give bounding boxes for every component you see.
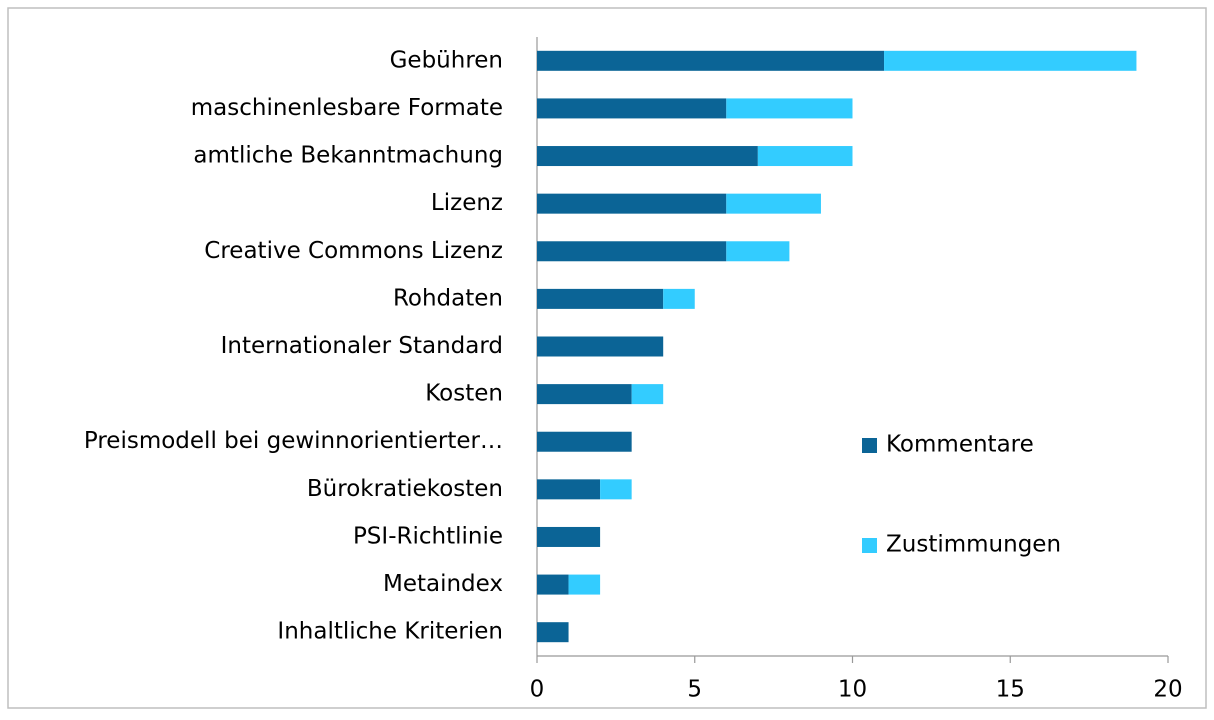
chart-frame bbox=[7, 7, 1207, 709]
y-tick-label: Inhaltliche Kriterien bbox=[277, 619, 503, 645]
bar-segment bbox=[537, 146, 758, 167]
bar-segment bbox=[537, 384, 632, 405]
bar-segment bbox=[726, 193, 821, 214]
bar-segment bbox=[537, 431, 632, 452]
legend-swatch bbox=[862, 538, 877, 553]
bar-segment bbox=[600, 479, 632, 500]
y-tick-label: Bürokratiekosten bbox=[307, 476, 503, 502]
bar-segment bbox=[568, 574, 601, 595]
y-tick-label: Preismodell bei gewinnorientierter… bbox=[84, 428, 503, 454]
y-tick-label: Metaindex bbox=[383, 571, 503, 597]
bar-segment bbox=[537, 622, 569, 643]
bar-segment bbox=[537, 98, 727, 119]
bar-segment bbox=[537, 574, 569, 595]
bar-segment bbox=[537, 241, 727, 262]
bar-segment bbox=[663, 288, 695, 309]
legend-label: Kommentare bbox=[886, 432, 1034, 458]
x-tick-label: 20 bbox=[1153, 677, 1182, 703]
bar-segment bbox=[726, 241, 790, 262]
bar-segment bbox=[537, 193, 727, 214]
y-tick-label: Lizenz bbox=[431, 190, 503, 216]
x-tick-label: 0 bbox=[530, 677, 545, 703]
y-tick-label: amtliche Bekanntmachung bbox=[193, 143, 503, 169]
x-tick-label: 15 bbox=[996, 677, 1025, 703]
bar-segment bbox=[884, 50, 1137, 71]
bar-segment bbox=[537, 336, 664, 357]
bar-segment bbox=[757, 146, 853, 167]
y-tick-label: Internationaler Standard bbox=[221, 333, 503, 359]
bar-segment bbox=[537, 50, 885, 71]
legend-label: Zustimmungen bbox=[886, 532, 1061, 558]
x-tick-label: 5 bbox=[687, 677, 702, 703]
y-tick-label: Creative Commons Lizenz bbox=[204, 238, 503, 264]
y-tick-label: Kosten bbox=[425, 381, 503, 407]
y-tick-label: Rohdaten bbox=[393, 285, 503, 311]
y-tick-label: Gebühren bbox=[390, 47, 503, 73]
y-tick-label: maschinenlesbare Formate bbox=[191, 95, 503, 121]
x-tick-label: 10 bbox=[838, 677, 867, 703]
y-tick-label: PSI-Richtlinie bbox=[353, 523, 503, 549]
bar-segment bbox=[631, 384, 664, 405]
bar-segment bbox=[537, 526, 601, 547]
bar-segment bbox=[537, 288, 664, 309]
bar-segment bbox=[537, 479, 601, 500]
bar-segment bbox=[726, 98, 853, 119]
legend-swatch bbox=[862, 438, 877, 453]
